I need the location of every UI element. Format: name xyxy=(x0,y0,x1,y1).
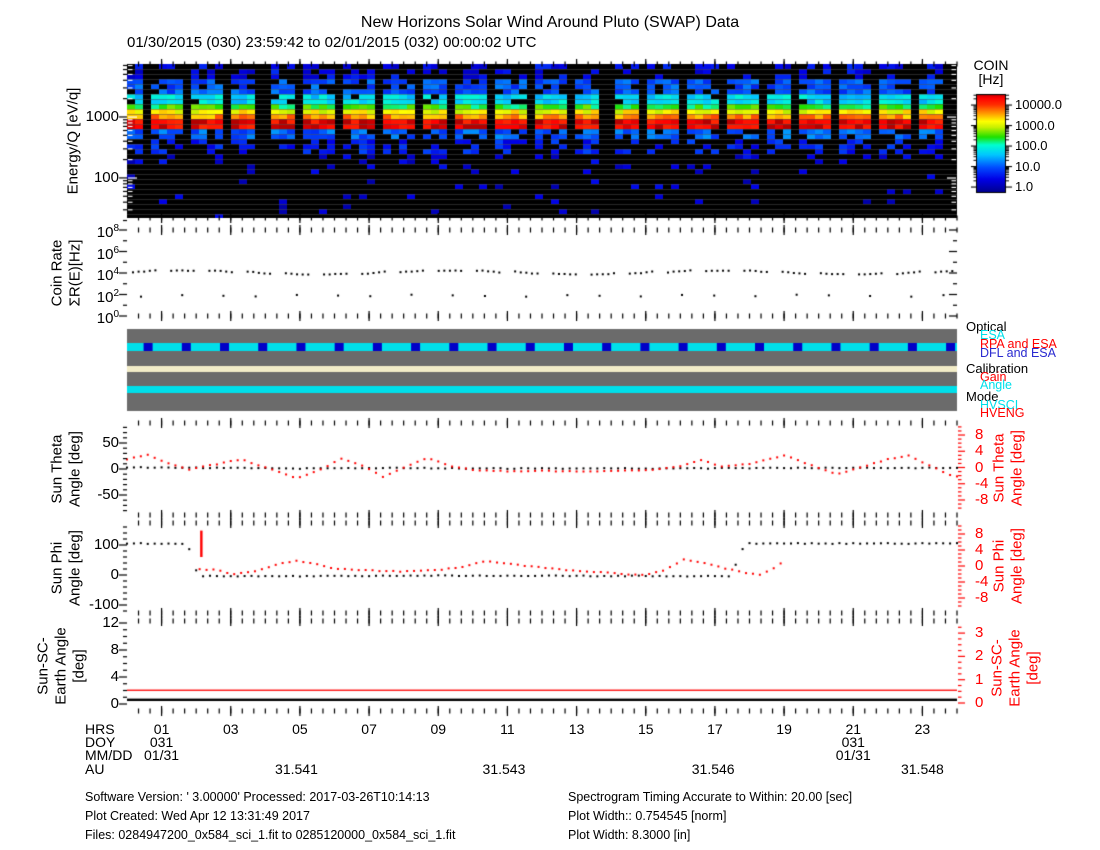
au-value: 31.541 xyxy=(275,761,318,777)
phi-right-ytick-label: 0 xyxy=(975,557,984,574)
mode-legend-rpa-and-esa: RPA and ESA xyxy=(980,337,1057,351)
phi-ytick-label: -100 xyxy=(88,596,119,613)
spectrogram-ytick-label: 1000 xyxy=(85,107,119,125)
mode-legend-dfl-and-esa: DFL and ESA xyxy=(980,346,1056,360)
au-value: 31.548 xyxy=(900,761,944,777)
doy-value: 031 xyxy=(841,734,865,750)
theta-right-ylabel-line2: Angle [deg] xyxy=(1008,430,1026,506)
earth-ytick-label: 0 xyxy=(110,695,119,712)
earth-ylabel-line2: Earth Angle xyxy=(52,627,70,705)
earth-right-ytick-label: 1 xyxy=(975,670,984,688)
mode-legend-mode: Mode xyxy=(966,389,999,404)
date-range-subtitle: 01/30/2015 (030) 23:59:42 to 02/01/2015 … xyxy=(127,34,537,51)
earth-right-ylabel-line2: Earth Angle xyxy=(1006,629,1024,707)
phi-right-ylabel-line1: Sun Phi xyxy=(990,539,1008,593)
hour-label: 21 xyxy=(845,721,862,737)
theta-right-ytick-label: 8 xyxy=(975,426,984,444)
footer-plot-width-in: Plot Width: 8.3000 [in] xyxy=(568,828,691,842)
colorbar-tick-label: 1000.0 xyxy=(1015,117,1055,133)
phi-right-ytick-label: -8 xyxy=(975,589,989,606)
earth-ytick-label: 8 xyxy=(110,641,119,658)
coin-ytick-label: 106 xyxy=(96,244,119,263)
theta-right-ylabel-line1: Sun Theta xyxy=(990,433,1008,503)
au-value: 31.543 xyxy=(482,761,526,777)
spectrogram-ytick-label: 100 xyxy=(93,168,119,186)
colorbar-tick-label: 10.0 xyxy=(1015,158,1041,174)
footer-plot-created: Plot Created: Wed Apr 12 13:31:49 2017 xyxy=(85,809,310,823)
colorbar-tick-label: 100.0 xyxy=(1015,138,1048,153)
phi-right-ylabel-line2: Angle [deg] xyxy=(1008,528,1026,604)
theta-right-ytick-label: 0 xyxy=(975,458,984,476)
colorbar-title-line2: [Hz] xyxy=(978,71,1004,87)
hour-label: 19 xyxy=(776,721,792,737)
earth-ytick-label: 4 xyxy=(110,668,119,685)
hour-label: 01 xyxy=(153,721,170,737)
mode-legend-angle: Angle xyxy=(980,378,1012,392)
mmdd-value: 01/31 xyxy=(144,747,180,763)
au-value: 31.546 xyxy=(691,761,735,777)
hour-label: 07 xyxy=(361,721,377,737)
coin-ytick-label: 104 xyxy=(96,266,119,284)
earth-right-ylabel-line1: Sun-SC- xyxy=(988,639,1006,697)
footer-plot-width-norm: Plot Width:: 0.754545 [norm] xyxy=(568,809,727,823)
earth-right-ylabel-line3: [deg] xyxy=(1024,651,1042,685)
theta-ytick-label: 50 xyxy=(102,434,119,451)
theta-right-ytick-label: -8 xyxy=(975,490,989,508)
earth-right-ytick-label: 0 xyxy=(975,694,984,711)
theta-ytick-label: -50 xyxy=(97,486,119,503)
footer-software-version: Software Version: ' 3.00000' Processed: … xyxy=(85,790,430,804)
phi-right-ytick-label: 8 xyxy=(975,525,984,542)
page-title: New Horizons Solar Wind Around Pluto (SW… xyxy=(360,14,740,31)
colorbar-title-line1: COIN xyxy=(973,57,1009,73)
phi-right-ytick-label: 4 xyxy=(975,541,984,558)
earth-right-ytick-label: 2 xyxy=(975,647,984,665)
hour-label: 15 xyxy=(637,721,654,737)
hour-label: 05 xyxy=(292,721,308,737)
mode-legend-optical: Optical xyxy=(966,319,1007,334)
hour-label: 17 xyxy=(707,721,723,737)
theta-right-ytick-label: 4 xyxy=(975,442,984,460)
doy-value: 031 xyxy=(149,734,174,750)
theta-right-ytick-label: -4 xyxy=(975,474,989,492)
mmdd-caption: MM/DD xyxy=(85,747,133,763)
mode-legend-hveng: HVENG xyxy=(980,406,1025,420)
theta-ytick-label: 0 xyxy=(110,460,119,477)
hrs-caption: HRS xyxy=(85,721,115,737)
hour-label: 09 xyxy=(430,721,447,737)
mode-legend-gain: Gain xyxy=(980,370,1007,384)
mode-legend-esa: ESA xyxy=(980,328,1006,342)
colorbar-tick-label: 1.0 xyxy=(1015,179,1034,194)
mmdd-value: 01/31 xyxy=(835,747,871,763)
coin-ytick-label: 100 xyxy=(96,309,119,327)
phi-ytick-label: 100 xyxy=(93,536,119,553)
phi-right-ytick-label: -4 xyxy=(975,573,989,590)
mode-legend-calibration: Calibration xyxy=(966,361,1029,376)
earth-right-ytick-label: 3 xyxy=(975,624,984,642)
au-caption: AU xyxy=(85,761,105,777)
coin-ytick-label: 108 xyxy=(96,223,119,241)
earth-ytick-label: 12 xyxy=(102,614,119,631)
hour-label: 13 xyxy=(568,721,585,737)
mode-legend-hvsci: HVSCI xyxy=(980,398,1019,412)
colorbar-tick-label: 10000.0 xyxy=(1015,97,1062,112)
phi-ytick-label: 0 xyxy=(110,566,119,583)
hour-label: 03 xyxy=(222,721,239,737)
hour-label: 11 xyxy=(500,721,515,737)
doy-caption: DOY xyxy=(85,734,116,750)
coin-ytick-label: 102 xyxy=(96,287,119,306)
footer-files: Files: 0284947200_0x584_sci_1.fit to 028… xyxy=(85,828,456,842)
hour-label: 23 xyxy=(914,721,931,737)
footer-timing-accuracy: Spectrogram Timing Accurate to Within: 2… xyxy=(568,790,853,804)
